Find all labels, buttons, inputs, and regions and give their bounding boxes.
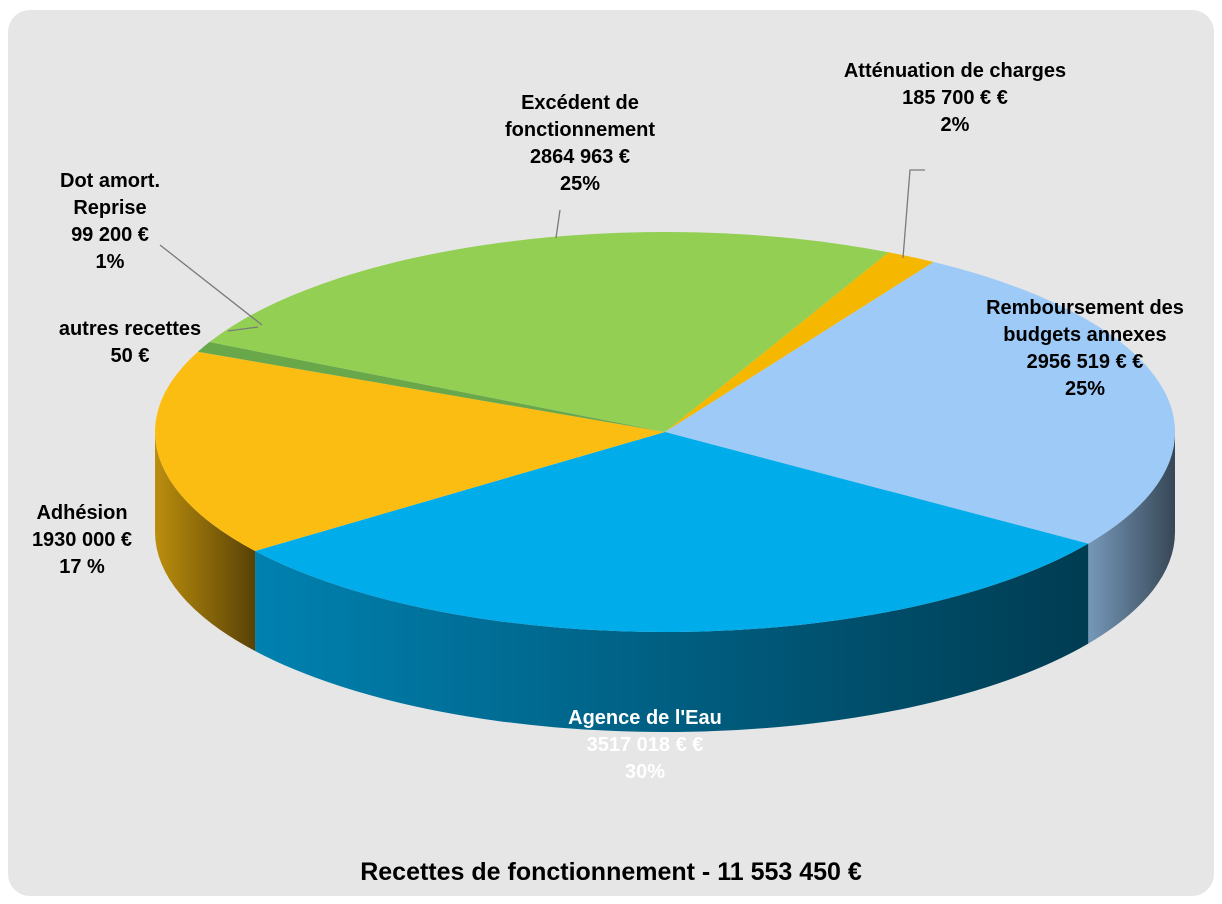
- data-label: Adhésion 1930 000 € 17 %: [17, 500, 147, 581]
- label-value: 1930 000 €: [31, 529, 133, 551]
- slice-side: [1088, 432, 1175, 644]
- slice: [255, 432, 1089, 632]
- label-value: 3517 018 € €: [586, 734, 704, 756]
- slice: [665, 261, 1175, 544]
- data-label: Agence de l'Eau 3517 018 € € 30%: [495, 705, 795, 786]
- label-percent: 17 %: [59, 556, 105, 578]
- leader-line: [902, 169, 925, 259]
- data-label: Dot amort. Reprise 99 200 € 1%: [50, 168, 170, 276]
- label-name: Atténuation de charges: [843, 60, 1067, 82]
- slice: [197, 351, 666, 432]
- leader-lines: [159, 169, 925, 332]
- label-value: 2864 963 €: [529, 146, 631, 168]
- label-name: autres recettes: [58, 318, 202, 340]
- slice: [197, 342, 665, 432]
- label-value: 50 €: [110, 345, 150, 367]
- label-percent: 1%: [95, 251, 125, 273]
- slice: [665, 252, 934, 432]
- leader-line: [227, 326, 259, 332]
- label-name: Excédent de fonctionnement: [505, 92, 655, 141]
- label-value: 2956 519 € €: [1026, 351, 1144, 373]
- leader-line: [159, 244, 263, 326]
- slice: [209, 231, 889, 432]
- label-name: Remboursement des budgets annexes: [986, 297, 1184, 346]
- slice-side: [255, 543, 1089, 732]
- label-name: Agence de l'Eau: [568, 707, 722, 729]
- label-value: 185 700 € €: [902, 87, 1008, 109]
- label-value: 99 200 €: [71, 224, 149, 246]
- data-label: Excédent de fonctionnement 2864 963 € 25%: [480, 90, 680, 198]
- data-label: Atténuation de charges 185 700 € € 2%: [785, 58, 1125, 139]
- data-label: Remboursement des budgets annexes 2956 51…: [960, 295, 1210, 403]
- label-name: Adhésion: [36, 502, 128, 524]
- label-percent: 30%: [624, 761, 666, 783]
- chart-title: Recettes de fonctionnement - 11 553 450 …: [360, 858, 862, 886]
- label-percent: 2%: [940, 114, 970, 136]
- pie: [155, 231, 1175, 732]
- label-percent: 25%: [1064, 378, 1106, 400]
- data-label: autres recettes 50 €: [20, 316, 240, 370]
- leader-line: [555, 209, 561, 239]
- slice-side: [155, 432, 256, 651]
- label-percent: 25%: [559, 173, 601, 195]
- label-name: Dot amort. Reprise: [60, 170, 160, 219]
- slice: [155, 351, 665, 551]
